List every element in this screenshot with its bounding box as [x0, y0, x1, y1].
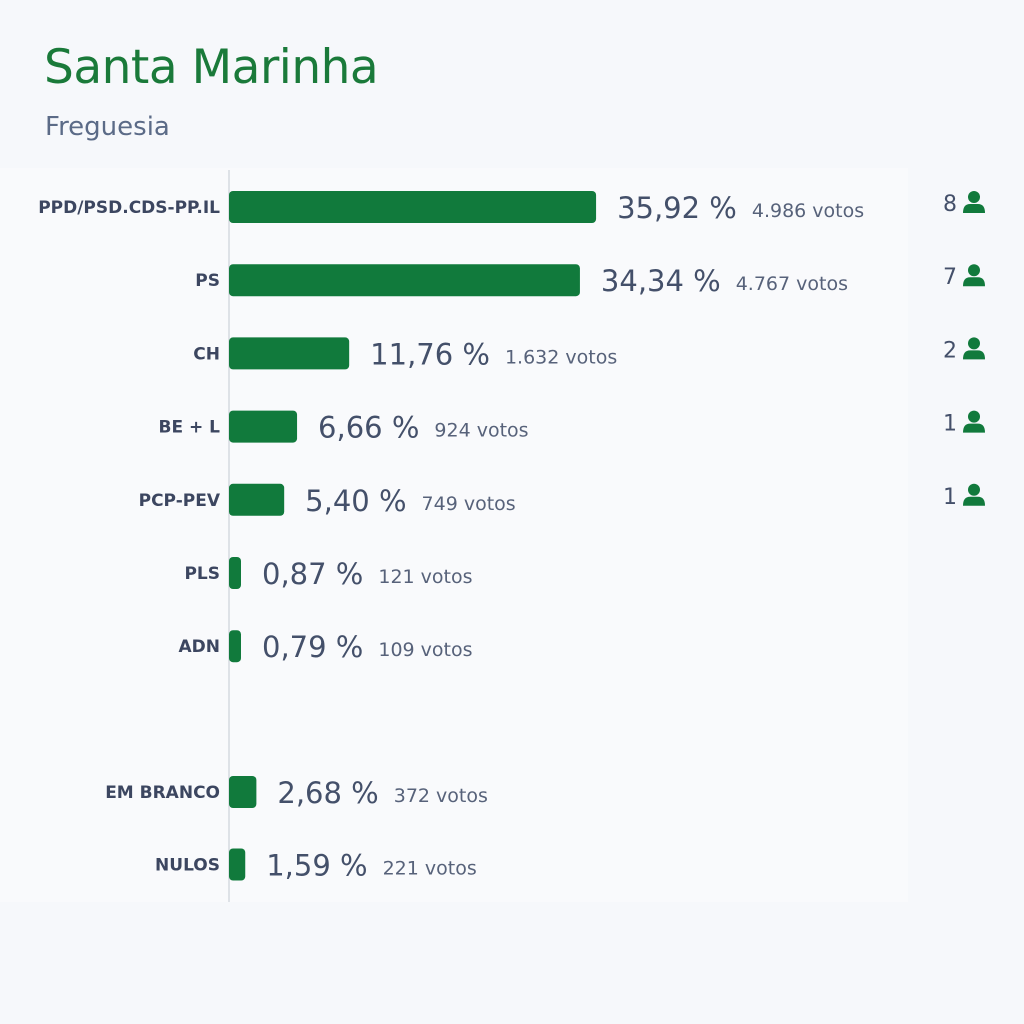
- seat-count: 1: [943, 483, 985, 510]
- bar-row: ADN 0,79 % 109 votos: [179, 630, 473, 664]
- percent-label: 5,40 %: [305, 484, 406, 518]
- bar: [229, 337, 350, 370]
- category-label: PPD/PSD.CDS-PP.IL: [38, 198, 220, 218]
- votes-label: 924 votos: [434, 420, 528, 442]
- page-subtitle: Freguesia: [45, 112, 170, 142]
- bar-row: NULOS 1,59 % 221 votos: [155, 848, 477, 883]
- votes-label: 121 votos: [378, 566, 472, 588]
- percent-label: 0,87 %: [262, 557, 363, 591]
- votes-label: 109 votos: [378, 639, 472, 661]
- category-label: BE + L: [159, 418, 221, 438]
- user-icon: [963, 483, 985, 506]
- category-label: PS: [195, 271, 220, 291]
- bar: [229, 410, 298, 443]
- bar: [229, 776, 257, 808]
- percent-label: 11,76 %: [370, 337, 490, 371]
- votes-label: 749 votos: [422, 493, 516, 515]
- seat-number: 7: [943, 265, 957, 290]
- seat-count: 2: [943, 337, 985, 363]
- votes-label: 4.767 votos: [736, 273, 848, 295]
- bar: [229, 848, 246, 881]
- user-icon: [963, 410, 985, 433]
- category-label: NULOS: [155, 856, 220, 876]
- user-icon: [963, 191, 985, 213]
- bar-row: PS 34,34 % 4.767 votos 7: [195, 264, 985, 298]
- percent-label: 0,79 %: [262, 630, 363, 664]
- seat-number: 2: [943, 338, 957, 363]
- seat-number: 1: [943, 412, 957, 437]
- percent-label: 2,68 %: [277, 776, 378, 810]
- bar: [229, 483, 285, 516]
- user-icon: [963, 337, 985, 360]
- percent-label: 34,34 %: [601, 264, 721, 298]
- bar-row: PLS 0,87 % 121 votos: [184, 557, 473, 591]
- votes-label: 1.632 votos: [505, 346, 617, 368]
- seat-count: 1: [943, 410, 985, 437]
- category-label: ADN: [179, 637, 221, 657]
- page-title: Santa Marinha: [44, 40, 379, 95]
- bar: [229, 264, 580, 297]
- percent-label: 6,66 %: [318, 411, 419, 445]
- bar-row: EM BRANCO 2,68 % 372 votos: [105, 776, 488, 810]
- seat-count: 7: [943, 264, 985, 290]
- category-label: PLS: [184, 564, 220, 584]
- category-label: CH: [193, 344, 220, 364]
- category-label: EM BRANCO: [105, 783, 220, 803]
- bar-row: PPD/PSD.CDS-PP.IL 35,92 % 4.986 votos 8: [38, 191, 985, 225]
- bar: [229, 191, 597, 223]
- bar-row: CH 11,76 % 1.632 votos 2: [193, 337, 985, 371]
- votes-label: 221 votos: [383, 858, 477, 880]
- votes-label: 372 votos: [394, 785, 488, 807]
- votes-label: 4.986 votos: [752, 200, 864, 222]
- percent-label: 35,92 %: [617, 191, 737, 225]
- user-icon: [963, 264, 985, 287]
- seat-number: 8: [943, 192, 957, 217]
- percent-label: 1,59 %: [266, 849, 367, 883]
- bar: [229, 557, 241, 589]
- seat-count: 8: [943, 191, 985, 217]
- bar-row: PCP-PEV 5,40 % 749 votos 1: [139, 483, 985, 518]
- seat-number: 1: [943, 485, 957, 510]
- category-label: PCP-PEV: [139, 491, 221, 511]
- bar-row: BE + L 6,66 % 924 votos 1: [159, 410, 985, 445]
- bar: [229, 630, 241, 663]
